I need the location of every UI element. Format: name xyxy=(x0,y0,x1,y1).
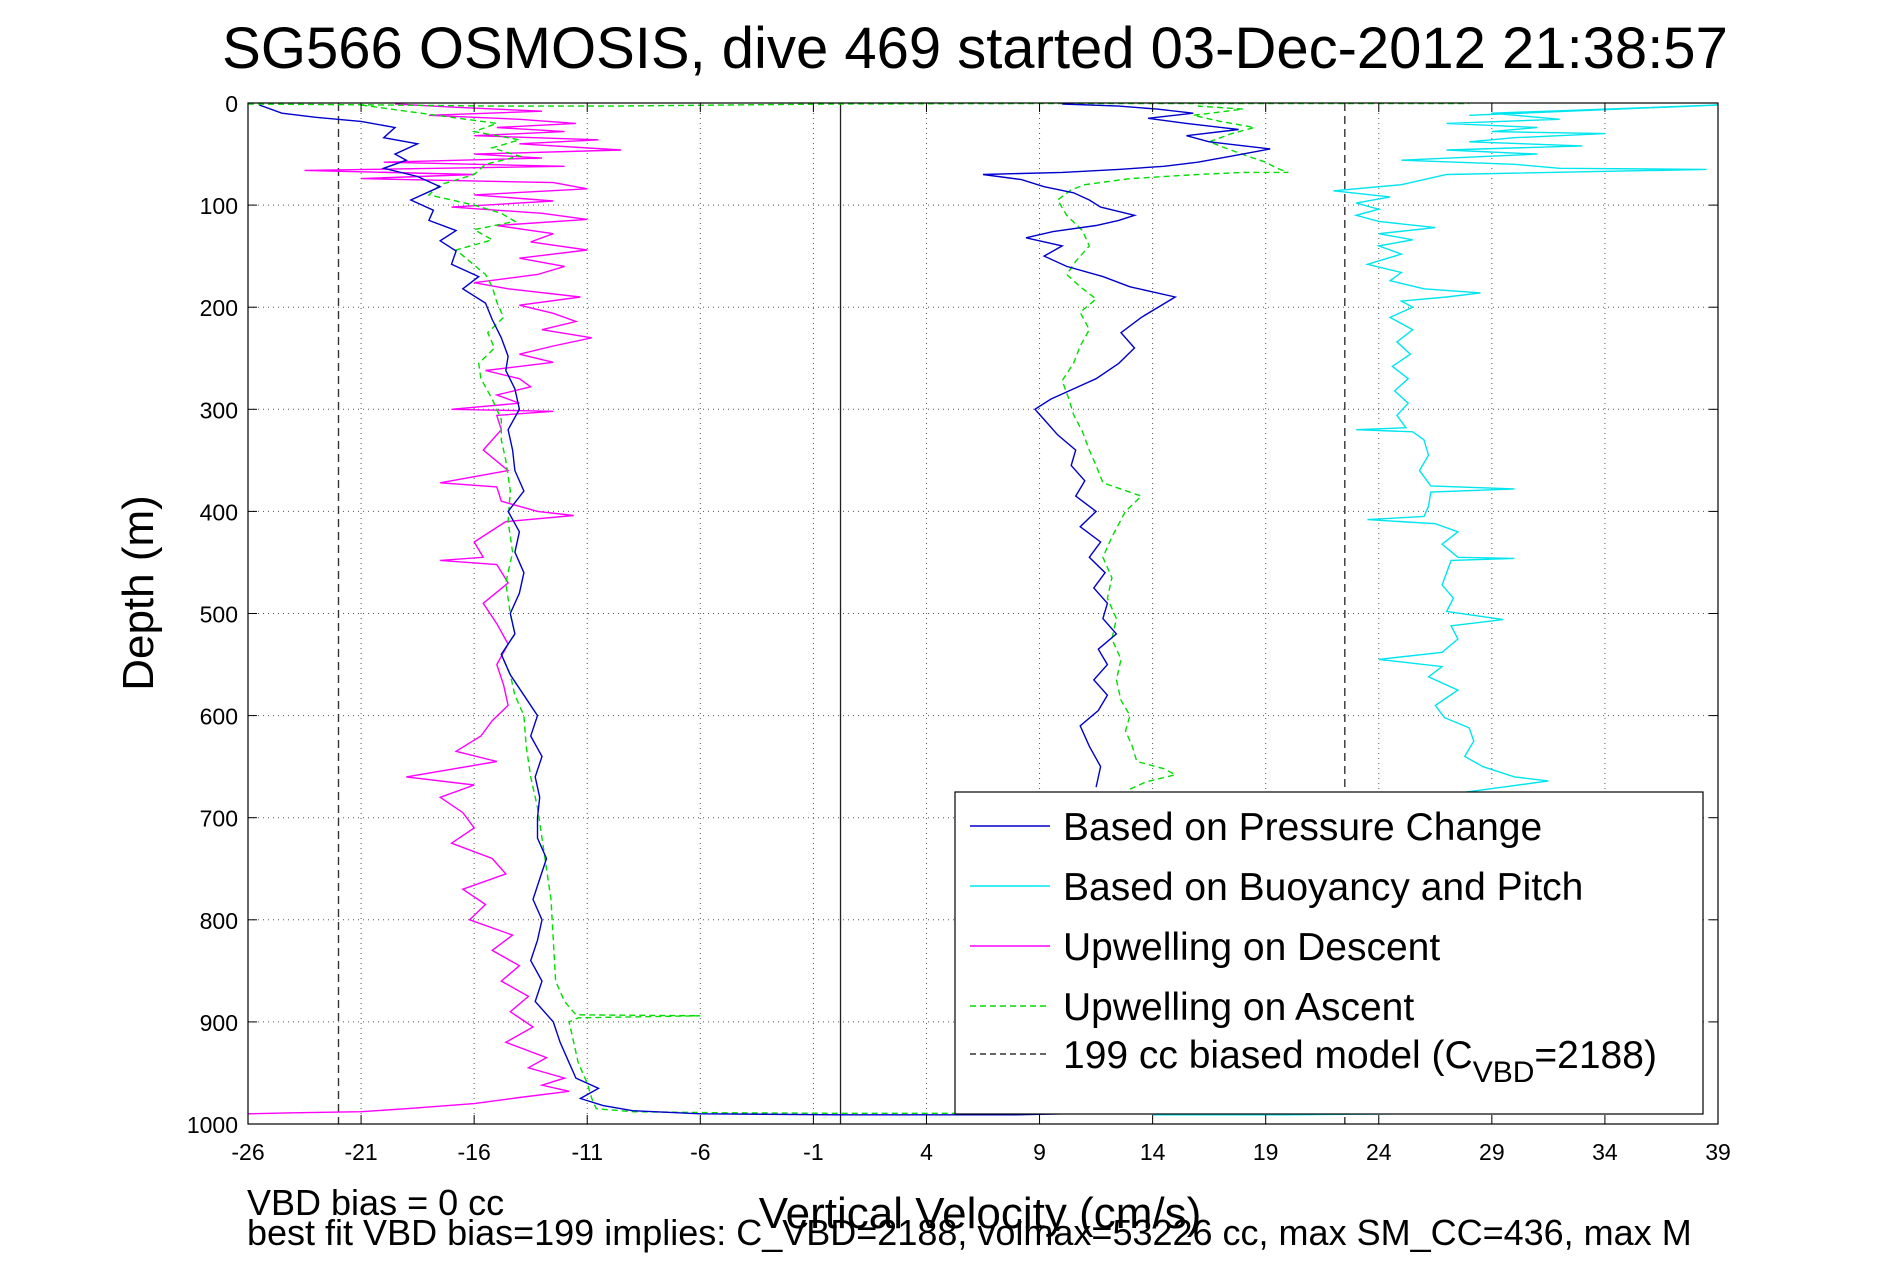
legend: Based on Pressure Change Based on Buoyanc… xyxy=(954,791,1704,1115)
x-tick-label: 34 xyxy=(1592,1139,1618,1165)
x-tick-label: 9 xyxy=(1033,1139,1046,1165)
x-tick-label: 19 xyxy=(1253,1139,1279,1165)
y-tick-label: 200 xyxy=(200,295,238,321)
chart-title: SG566 OSMOSIS, dive 469 started 03-Dec-2… xyxy=(222,16,1728,81)
y-tick-label: 600 xyxy=(200,704,238,730)
vbd-bias-annotation: VBD bias = 0 cc xyxy=(247,1182,504,1223)
series-line-upwelling-on-ascent xyxy=(1056,105,1289,790)
x-tick-label: 4 xyxy=(920,1139,933,1165)
x-tick-label: -16 xyxy=(458,1139,491,1165)
series-line-based-on-pressure-change xyxy=(982,103,1271,788)
x-tick-label: -6 xyxy=(690,1139,710,1165)
x-tick-label: -1 xyxy=(803,1139,823,1165)
series-line-based-on-buoyancy-and-pitch xyxy=(1333,104,1718,794)
y-tick-label: 700 xyxy=(200,806,238,832)
x-axis-label: Vertical Velocity (cm/s) xyxy=(759,1189,1202,1238)
legend-label: Based on Buoyancy and Pitch xyxy=(1063,866,1583,909)
y-tick-label: 0 xyxy=(225,91,238,117)
legend-label: Based on Pressure Change xyxy=(1063,806,1542,849)
y-axis-label: Depth (m) xyxy=(114,495,163,691)
y-tick-label: 300 xyxy=(200,397,238,423)
y-tick-label: 500 xyxy=(200,602,238,628)
legend-label: Upwelling on Ascent xyxy=(1063,986,1414,1029)
x-tick-label: -21 xyxy=(344,1139,377,1165)
best-fit-annotation: best fit VBD bias=199 implies: C_VBD=218… xyxy=(247,1212,1692,1253)
x-tick-label: 39 xyxy=(1705,1139,1731,1165)
x-tick-label: -26 xyxy=(231,1139,264,1165)
legend-box xyxy=(954,791,1704,1115)
axis-ticks: -26 -21 -16 -11 -6 -1 4 9 14 19 24 29 34 39 0 100 200 300… xyxy=(187,91,1731,1165)
x-tick-label: 14 xyxy=(1140,1139,1166,1165)
series-line-based-on-pressure-change xyxy=(259,104,1063,1116)
y-tick-label: 1000 xyxy=(187,1112,238,1138)
y-tick-label: 400 xyxy=(200,499,238,525)
y-tick-label: 900 xyxy=(200,1010,238,1036)
x-tick-label: -11 xyxy=(571,1139,603,1165)
x-tick-label: 24 xyxy=(1366,1139,1392,1165)
x-tick-label: 29 xyxy=(1479,1139,1505,1165)
y-tick-label: 100 xyxy=(200,193,238,219)
legend-label: Upwelling on Descent xyxy=(1063,926,1440,969)
y-tick-label: 800 xyxy=(200,908,238,934)
